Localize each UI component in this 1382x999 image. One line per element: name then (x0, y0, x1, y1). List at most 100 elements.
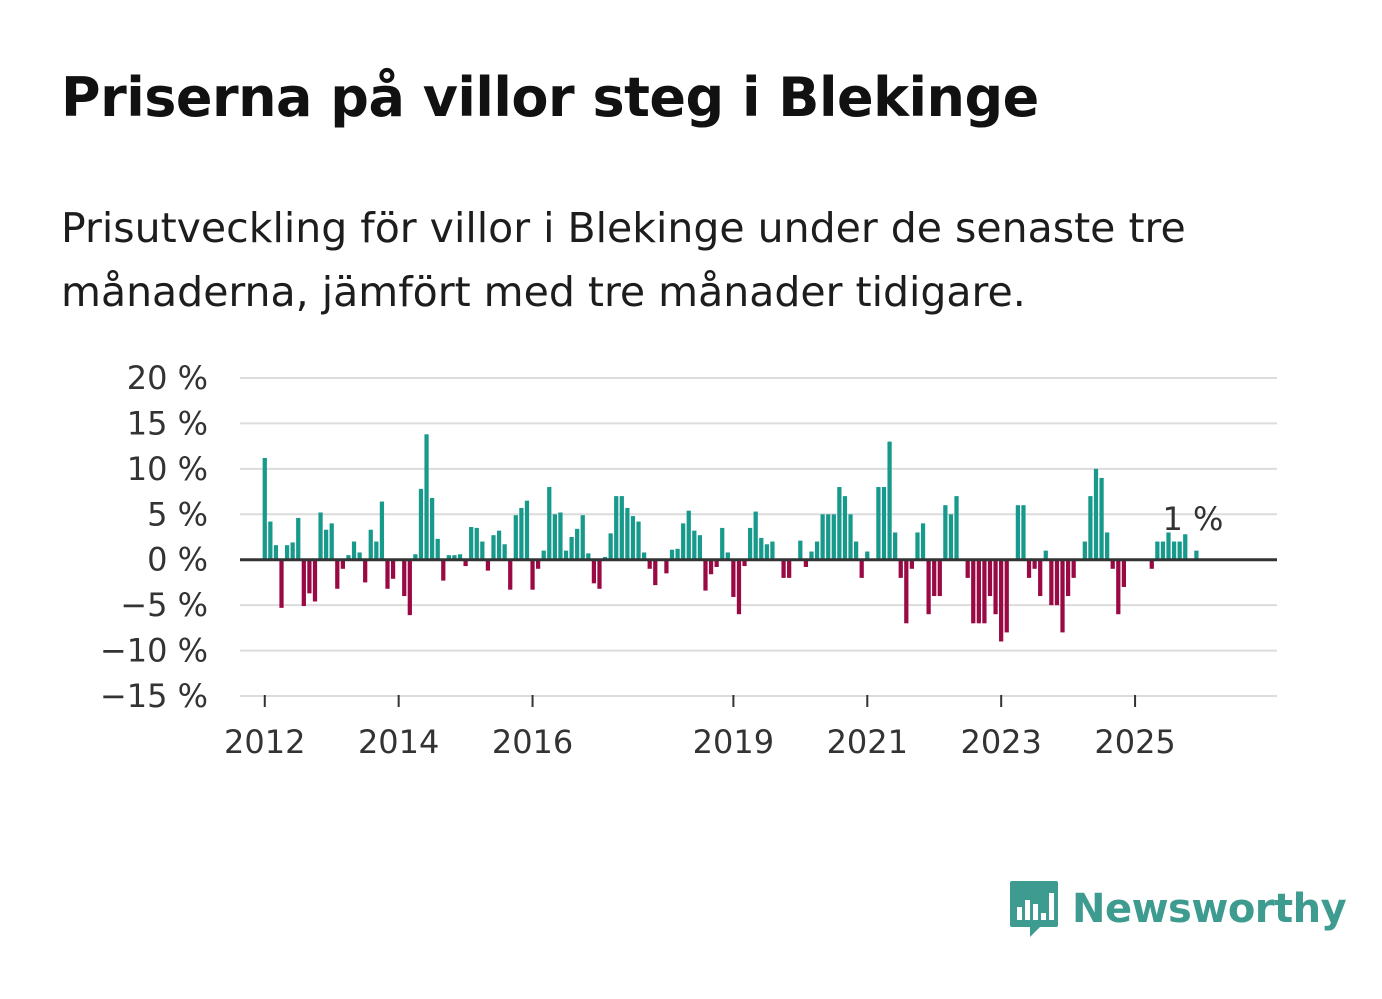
bar (441, 559, 446, 581)
bar (714, 559, 719, 567)
bar (893, 532, 898, 560)
bar (312, 559, 318, 602)
bar (1110, 559, 1115, 569)
chart-title: Priserna på villor steg i Blekinge (61, 66, 1039, 129)
bar (681, 523, 686, 560)
bar (787, 559, 792, 578)
bar (647, 559, 652, 569)
bar (363, 559, 368, 583)
bar (385, 559, 390, 589)
bar (703, 559, 708, 591)
bar (898, 559, 903, 578)
chart-subtitle: Prisutveckling för villor i Blekinge und… (61, 204, 1186, 316)
bar (1021, 505, 1026, 560)
bar (329, 523, 334, 560)
bar (457, 554, 463, 560)
bar (759, 537, 764, 560)
bar (692, 530, 697, 560)
bar (859, 559, 864, 578)
bar (820, 514, 825, 560)
bar (803, 559, 809, 567)
bar (686, 510, 691, 560)
bar (982, 559, 987, 624)
bar (1171, 541, 1177, 560)
bar (764, 544, 769, 560)
bar (335, 559, 340, 589)
bar (597, 559, 602, 589)
bar (1105, 532, 1110, 560)
y-tick-label: −15 % (100, 677, 208, 715)
bar (619, 496, 624, 560)
bar (853, 541, 859, 560)
bar (742, 559, 747, 567)
bar (664, 559, 669, 574)
bar (747, 527, 753, 560)
bar (491, 535, 496, 560)
bar (954, 496, 959, 560)
bar (675, 548, 680, 560)
bar (876, 487, 881, 560)
bar (1093, 468, 1099, 560)
bar (541, 550, 546, 560)
bar (798, 540, 803, 560)
bar (307, 559, 312, 594)
bar (469, 527, 474, 560)
bar (697, 535, 703, 560)
bar (642, 552, 647, 560)
bar (485, 559, 491, 571)
bar (736, 559, 742, 615)
bar (1049, 559, 1054, 606)
bar (614, 496, 619, 560)
bar (731, 559, 736, 597)
bar (524, 500, 530, 560)
bar (831, 514, 836, 560)
bar (273, 545, 279, 560)
bar (1155, 541, 1160, 560)
x-tick-label: 2014 (358, 723, 439, 761)
bar (1099, 477, 1104, 560)
bar (547, 487, 552, 560)
bar (1065, 559, 1071, 597)
bar (1026, 559, 1032, 578)
bar (1043, 550, 1048, 560)
bar (837, 487, 842, 560)
bar (770, 541, 775, 560)
bar (430, 497, 435, 560)
bar (508, 559, 513, 590)
bar-chart: 20 %15 %10 %5 %0 %−5 %−10 %−15 % 2012 201… (100, 359, 1277, 761)
bar (324, 529, 329, 560)
bar (402, 559, 407, 597)
x-tick-label: 2023 (960, 723, 1041, 761)
bar (753, 511, 758, 560)
bar (446, 555, 451, 560)
y-tick-label: −10 % (100, 632, 208, 670)
bar (948, 514, 954, 560)
bar (290, 542, 295, 560)
bar (1177, 541, 1182, 560)
bar (999, 559, 1004, 642)
y-axis: 20 % 15 % 10 % 5 % 0 % −5 % −10 % −15 % (100, 359, 208, 715)
bar (1166, 532, 1171, 560)
bar (1149, 559, 1154, 569)
bar (558, 512, 563, 560)
bar (915, 532, 920, 560)
bar (340, 559, 345, 569)
bar (865, 551, 870, 560)
bar (407, 559, 412, 616)
bar (1004, 559, 1009, 633)
x-tick-label: 2025 (1094, 723, 1175, 761)
bar (563, 550, 569, 560)
bar (669, 549, 675, 560)
bar (926, 559, 931, 615)
bar (725, 552, 730, 560)
latest-value-annotation: 1 % (1162, 500, 1223, 538)
bar (530, 559, 535, 590)
bar (608, 533, 613, 560)
bar (435, 538, 440, 560)
newsworthy-logo: Newsworthy (1008, 877, 1347, 941)
y-tick-label: 0 % (147, 541, 208, 579)
x-tick-label: 2016 (492, 723, 573, 761)
bar (357, 552, 362, 560)
brand-name: Newsworthy (1072, 886, 1347, 932)
bar (904, 559, 909, 624)
